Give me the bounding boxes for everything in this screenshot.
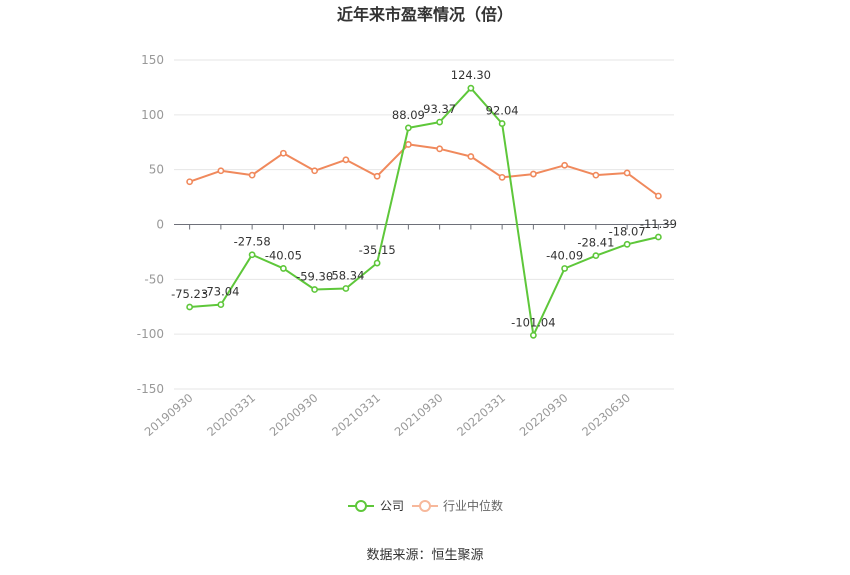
industry-median-point — [592, 171, 600, 179]
company-point — [561, 265, 569, 272]
data-label: -28.41 — [577, 236, 614, 250]
data-label: -75.23 — [171, 287, 208, 301]
data-label: -11.39 — [640, 217, 677, 231]
legend-swatch-marker — [355, 500, 367, 512]
industry-median-point — [248, 171, 256, 179]
chart-title: 近年来市盈率情况（倍） — [337, 5, 513, 24]
company-point — [248, 251, 256, 259]
legend-label-company: 公司 — [380, 499, 404, 513]
industry-median-point — [311, 167, 319, 175]
data-label: -27.58 — [234, 235, 271, 249]
data-label: -40.05 — [265, 248, 302, 262]
company-point — [217, 301, 225, 309]
y-tick-label: 0 — [156, 218, 164, 232]
y-tick-label: 50 — [149, 163, 164, 177]
x-tick-label: 20220930 — [517, 391, 571, 439]
company-point — [404, 124, 412, 132]
company-point — [467, 84, 475, 92]
industry-median-point — [186, 178, 194, 186]
x-tick-label: 20220331 — [454, 391, 508, 439]
industry-median-point — [498, 173, 506, 181]
data-label: -35.15 — [359, 243, 396, 257]
data-label: -40.09 — [546, 248, 583, 262]
company-point — [373, 259, 381, 267]
series-line-company — [189, 87, 659, 337]
data-label: -18.07 — [609, 224, 646, 238]
series-line-industry-median — [189, 143, 659, 197]
legend-label-industry-median: 行业中位数 — [443, 498, 503, 513]
y-tick-label: -150 — [137, 382, 164, 396]
data-label: 124.30 — [451, 68, 491, 82]
industry-median-point — [623, 169, 631, 177]
company-point — [592, 252, 600, 260]
data-label: -58.34 — [327, 268, 364, 282]
series-group — [186, 84, 662, 339]
company-point — [186, 303, 194, 311]
y-tick-label: -100 — [137, 327, 164, 341]
legend-item-industry-median[interactable]: 行业中位数 — [412, 498, 503, 513]
company-point — [623, 240, 631, 248]
y-tick-label: 150 — [141, 53, 164, 67]
y-tick-label: 100 — [141, 108, 164, 122]
data-label: 88.09 — [392, 108, 425, 122]
company-point — [436, 118, 444, 126]
industry-median-point — [467, 153, 475, 160]
data-labels: -75.23-73.04 -27.58-40.05 -59.30-58.34 -35.… — [171, 68, 677, 329]
company-point — [654, 233, 662, 241]
industry-median-point — [404, 141, 412, 148]
x-tick-label: 20200930 — [267, 391, 321, 439]
data-label: -73.04 — [202, 285, 239, 299]
x-tick-label: 20210331 — [329, 391, 383, 439]
grid-lines — [174, 59, 674, 390]
x-tick-label: 20200331 — [204, 391, 258, 439]
source-note: 数据来源：恒生聚源 — [366, 548, 483, 563]
industry-median-point — [217, 167, 225, 175]
industry-median-point — [342, 156, 350, 164]
industry-median-point — [561, 161, 569, 169]
industry-median-point — [373, 172, 381, 180]
legend-item-company[interactable]: 公司 — [348, 499, 404, 513]
industry-median-point — [436, 145, 444, 153]
company-point — [529, 331, 537, 339]
company-point — [311, 286, 319, 293]
company-point — [342, 285, 350, 292]
x-tick-label: 20210930 — [392, 391, 446, 439]
data-label: 93.37 — [423, 102, 456, 116]
x-tick-label: 20190930 — [142, 391, 196, 439]
industry-median-point — [529, 170, 537, 178]
y-tick-label: -50 — [144, 272, 164, 286]
company-point — [279, 265, 287, 272]
data-label: -59.30 — [296, 270, 333, 284]
x-tick-label: 20230630 — [579, 391, 633, 439]
y-axis-ticks: 150 100 50 0 -50 -100 -150 — [137, 53, 164, 396]
industry-median-point — [279, 149, 287, 157]
data-label: 92.04 — [486, 104, 519, 118]
company-point — [498, 120, 506, 127]
industry-median-point — [654, 192, 662, 200]
data-label: -101.04 — [511, 315, 555, 329]
legend-swatch-marker — [419, 500, 431, 512]
legend[interactable]: 公司 行业中位数 — [348, 498, 503, 513]
